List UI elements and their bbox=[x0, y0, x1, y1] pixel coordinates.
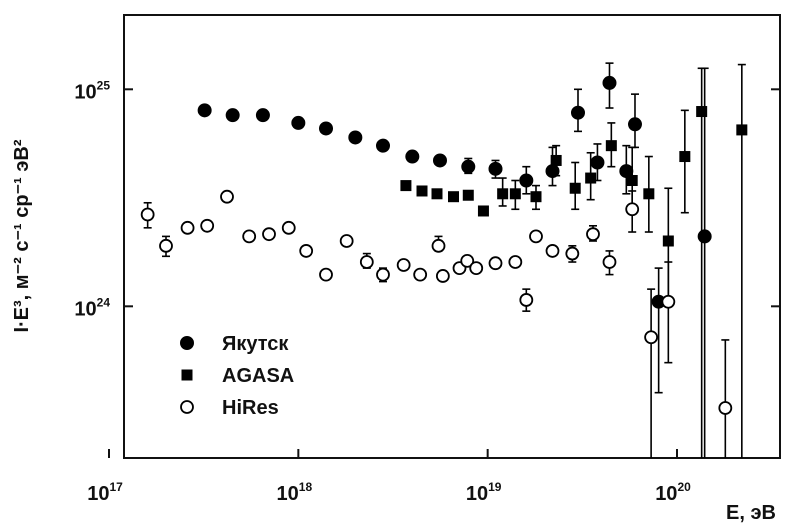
hires-point bbox=[281, 220, 296, 235]
agasa-point bbox=[679, 151, 691, 163]
yakutsk-point bbox=[405, 149, 420, 164]
hires-point bbox=[644, 330, 659, 345]
hires-point bbox=[319, 267, 333, 282]
yakutsk-point bbox=[519, 173, 534, 188]
agasa-point bbox=[696, 106, 708, 118]
legend-label: Якутск bbox=[222, 333, 289, 355]
agasa-point bbox=[497, 188, 509, 200]
agasa-point bbox=[643, 188, 655, 200]
x-tick-exponent: 20 bbox=[677, 480, 691, 494]
legend-marker bbox=[181, 369, 193, 381]
hires-point bbox=[242, 229, 257, 244]
yakutsk-point bbox=[348, 130, 363, 145]
agasa-point bbox=[509, 188, 521, 200]
agasa-point bbox=[530, 191, 542, 203]
y-tick-label: 1025 bbox=[74, 78, 110, 103]
x-tick-exponent: 18 bbox=[299, 480, 313, 494]
yakutsk-point bbox=[461, 159, 476, 174]
legend-marker bbox=[180, 400, 194, 414]
hires-point bbox=[200, 218, 215, 233]
hires-point bbox=[435, 269, 450, 283]
hires-point bbox=[140, 207, 155, 222]
x-tick-base: 10 bbox=[87, 483, 109, 505]
agasa-point bbox=[431, 188, 443, 200]
x-tick-base: 10 bbox=[277, 483, 299, 505]
agasa-point bbox=[416, 185, 428, 197]
x-tick-label: 1017 bbox=[87, 480, 123, 505]
y-tick-base: 10 bbox=[74, 298, 96, 320]
y-axis-label: I·E³, м⁻² с⁻¹ ср⁻¹ эВ² bbox=[11, 139, 33, 332]
hires-point bbox=[299, 244, 314, 258]
legend-marker bbox=[180, 336, 194, 350]
y-tick-label: 1024 bbox=[74, 295, 110, 320]
hires-point bbox=[718, 401, 733, 415]
hires-point bbox=[469, 261, 484, 276]
agasa-point bbox=[585, 172, 597, 184]
legend-label: AGASA bbox=[222, 365, 294, 387]
yakutsk-point bbox=[197, 103, 212, 118]
yakutsk-point bbox=[432, 153, 447, 168]
agasa-point bbox=[569, 182, 581, 194]
hires-point bbox=[396, 258, 411, 272]
hires-point bbox=[529, 229, 543, 244]
agasa-point bbox=[477, 205, 489, 217]
hires-point bbox=[565, 246, 580, 261]
legend-label: HiRes bbox=[222, 397, 279, 419]
data-marks bbox=[140, 62, 748, 458]
hires-point bbox=[586, 227, 600, 242]
x-axis-label: E, эВ bbox=[726, 502, 776, 524]
agasa-point bbox=[550, 154, 562, 166]
hires-point bbox=[180, 220, 195, 235]
yakutsk-point bbox=[225, 108, 240, 123]
yakutsk-point bbox=[697, 229, 712, 244]
hires-point bbox=[262, 227, 276, 242]
yakutsk-point bbox=[488, 161, 503, 176]
y-tick-exponent: 24 bbox=[97, 295, 111, 309]
yakutsk-point bbox=[590, 155, 605, 170]
hires-point bbox=[661, 294, 676, 309]
agasa-point bbox=[447, 191, 459, 203]
hires-point bbox=[508, 255, 523, 269]
yakutsk-point bbox=[570, 105, 585, 120]
agasa-point bbox=[662, 235, 674, 247]
yakutsk-point bbox=[602, 75, 617, 90]
hires-point bbox=[545, 244, 560, 258]
yakutsk-point bbox=[255, 108, 270, 123]
hires-point bbox=[431, 238, 446, 253]
agasa-point bbox=[736, 124, 748, 136]
hires-point bbox=[488, 256, 503, 271]
hires-point bbox=[602, 255, 617, 269]
x-tick-base: 10 bbox=[655, 483, 677, 505]
agasa-point bbox=[605, 140, 617, 152]
x-tick-label: 1019 bbox=[466, 480, 502, 505]
y-tick-base: 10 bbox=[74, 81, 96, 103]
hires-point bbox=[413, 267, 428, 282]
x-tick-exponent: 17 bbox=[109, 480, 123, 494]
yakutsk-point bbox=[291, 115, 306, 130]
hires-point bbox=[460, 253, 475, 268]
hires-point bbox=[220, 189, 234, 204]
hires-point bbox=[376, 267, 390, 282]
x-tick-base: 10 bbox=[466, 483, 488, 505]
yakutsk-point bbox=[627, 117, 642, 132]
hires-point bbox=[159, 238, 173, 253]
agasa-point bbox=[626, 174, 638, 186]
y-tick-exponent: 25 bbox=[97, 78, 111, 92]
x-tick-exponent: 19 bbox=[488, 480, 502, 494]
x-tick-label: 1018 bbox=[277, 480, 313, 505]
hires-point bbox=[625, 202, 640, 217]
x-tick-label: 1020 bbox=[655, 480, 691, 505]
yakutsk-point bbox=[375, 138, 390, 153]
plot-frame bbox=[123, 14, 781, 459]
legend: Якутск AGASA HiRes bbox=[180, 333, 294, 419]
hires-point bbox=[339, 234, 354, 248]
agasa-point bbox=[400, 180, 412, 192]
hires-point bbox=[359, 255, 374, 269]
yakutsk-point bbox=[319, 121, 334, 136]
agasa-point bbox=[462, 189, 474, 201]
hires-point bbox=[519, 293, 534, 307]
